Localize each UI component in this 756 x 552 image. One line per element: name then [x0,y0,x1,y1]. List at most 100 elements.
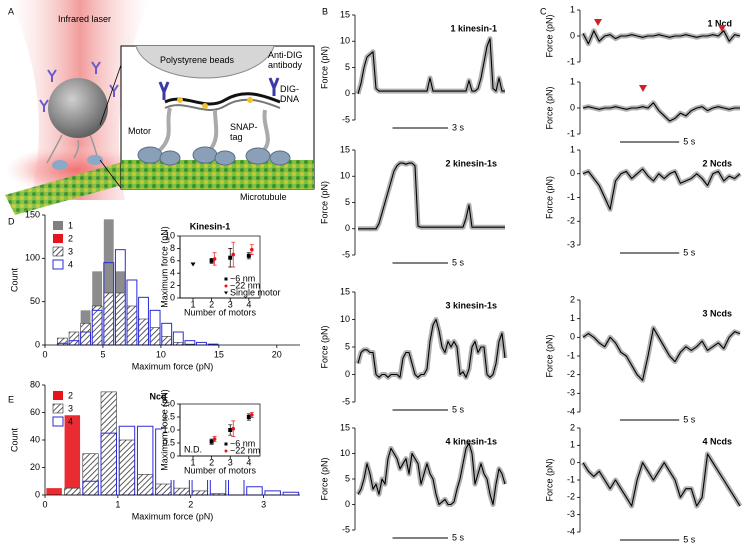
y-axis-label: Force (pN) [544,334,554,377]
y-axis-label: Maximum force (pN) [159,389,169,471]
legend-label: 4 [68,416,73,426]
y-tick-label: 0 [570,30,575,40]
trace-envelope [355,317,508,380]
y-tick-label: 15 [340,422,350,432]
y-axis-label: Count [9,428,19,453]
trace-title: 1 Ncd [707,18,732,28]
y-axis-label: Force (pN) [544,14,554,57]
trace-envelope [580,451,743,509]
y-axis-label: Force (pN) [544,458,554,501]
histogram-bar [91,305,103,346]
diagram-label: Motor [128,126,152,136]
y-axis-label: Count [9,268,19,293]
trace [358,162,505,230]
point [190,262,196,267]
panel-label: E [8,394,14,404]
point [209,258,214,263]
panel-label: B [322,6,328,16]
motor [87,155,103,165]
y-tick-label: 5 [345,197,350,207]
y-axis-label: Maximum force (pN) [159,226,169,308]
y-tick-label: 0 [170,450,175,460]
y-tick-label: -2 [567,492,575,502]
y-axis-label: Force (pN) [319,325,329,368]
legend-label: 4 [68,259,73,269]
y-tick-label: 0 [35,339,40,349]
scale-bar-label: 5 s [452,257,465,267]
y-tick-label: 10 [340,314,350,324]
panel-label: D [8,216,15,226]
trace-title: 3 Ncds [702,308,732,318]
diagram-label: Polystyrene beads [160,55,235,65]
y-tick-label: 0.5 [162,437,175,447]
histogram-bar [282,491,300,496]
trace-title: 4 Ncds [702,436,732,446]
y-tick-label: -1 [567,56,575,66]
y-tick-label: 1 [570,4,575,14]
histogram-bar [103,219,114,345]
y-tick-label: 60 [30,407,40,417]
histogram-bar [57,337,68,346]
x-tick-label: 3 [228,457,233,467]
histogram-bar [264,490,281,496]
y-tick-label: -4 [567,526,575,536]
point [228,428,233,432]
legend-marker [224,291,228,295]
legend-label: Single motor [230,287,281,297]
legend-swatch [52,259,64,270]
trace-envelope [581,325,741,383]
legend-swatch [52,246,64,257]
trace [357,442,506,506]
y-axis-label: Force (pN) [319,46,329,89]
y-tick-label: -5 [342,396,350,406]
motor-heads [137,146,291,166]
trace [582,168,741,210]
y-tick-label: 5 [345,473,350,483]
legend-swatch [52,416,64,427]
point [228,255,233,260]
trace [582,30,741,45]
dna [164,98,281,111]
scale-bar-label: 3 s [452,122,465,132]
y-tick-label: -1 [567,128,575,138]
event-marker [594,19,602,26]
antibodies [39,61,119,112]
scale-bar-label: 5 s [452,404,465,414]
y-tick-label: 0 [345,223,350,233]
histogram-bar [46,488,62,495]
x-tick-label: 4 [246,299,251,309]
trace [582,453,741,507]
y-tick-label: 15 [340,144,350,154]
inset-frame [162,232,264,322]
schematic [5,0,315,215]
annotation: N.D. [184,444,202,454]
x-tick-label: 2 [209,457,214,467]
point [250,247,254,252]
y-tick-label: -1 [567,350,575,360]
trace-envelope [582,100,740,124]
x-tick-label: 3 [228,299,233,309]
y-tick-label: -1 [567,474,575,484]
y-tick-label: 0 [345,88,350,98]
point [246,253,251,258]
diagram-label: Infrared laser [58,14,112,24]
trace [582,102,740,122]
x-axis-label: Maximum force (pN) [132,511,214,521]
event-marker [718,25,726,32]
diagram-label: Microtubule [240,192,287,202]
trace [582,327,741,381]
y-tick-label: 1.5 [162,411,175,421]
y-tick-label: 0 [570,102,575,112]
x-tick-label: 2 [209,299,214,309]
legend-label: 2 [68,390,73,400]
y-tick-label: 150 [25,209,40,219]
y-tick-label: 1 [570,144,575,154]
histogram-bar [103,292,114,346]
diagram-label: DIG-DNA [280,84,300,104]
histogram-bar [80,323,91,346]
y-tick-label: 15 [340,9,350,19]
histogram-bar [100,391,117,496]
y-tick-label: 20 [30,462,40,472]
anti-dig-antibody [158,77,280,100]
